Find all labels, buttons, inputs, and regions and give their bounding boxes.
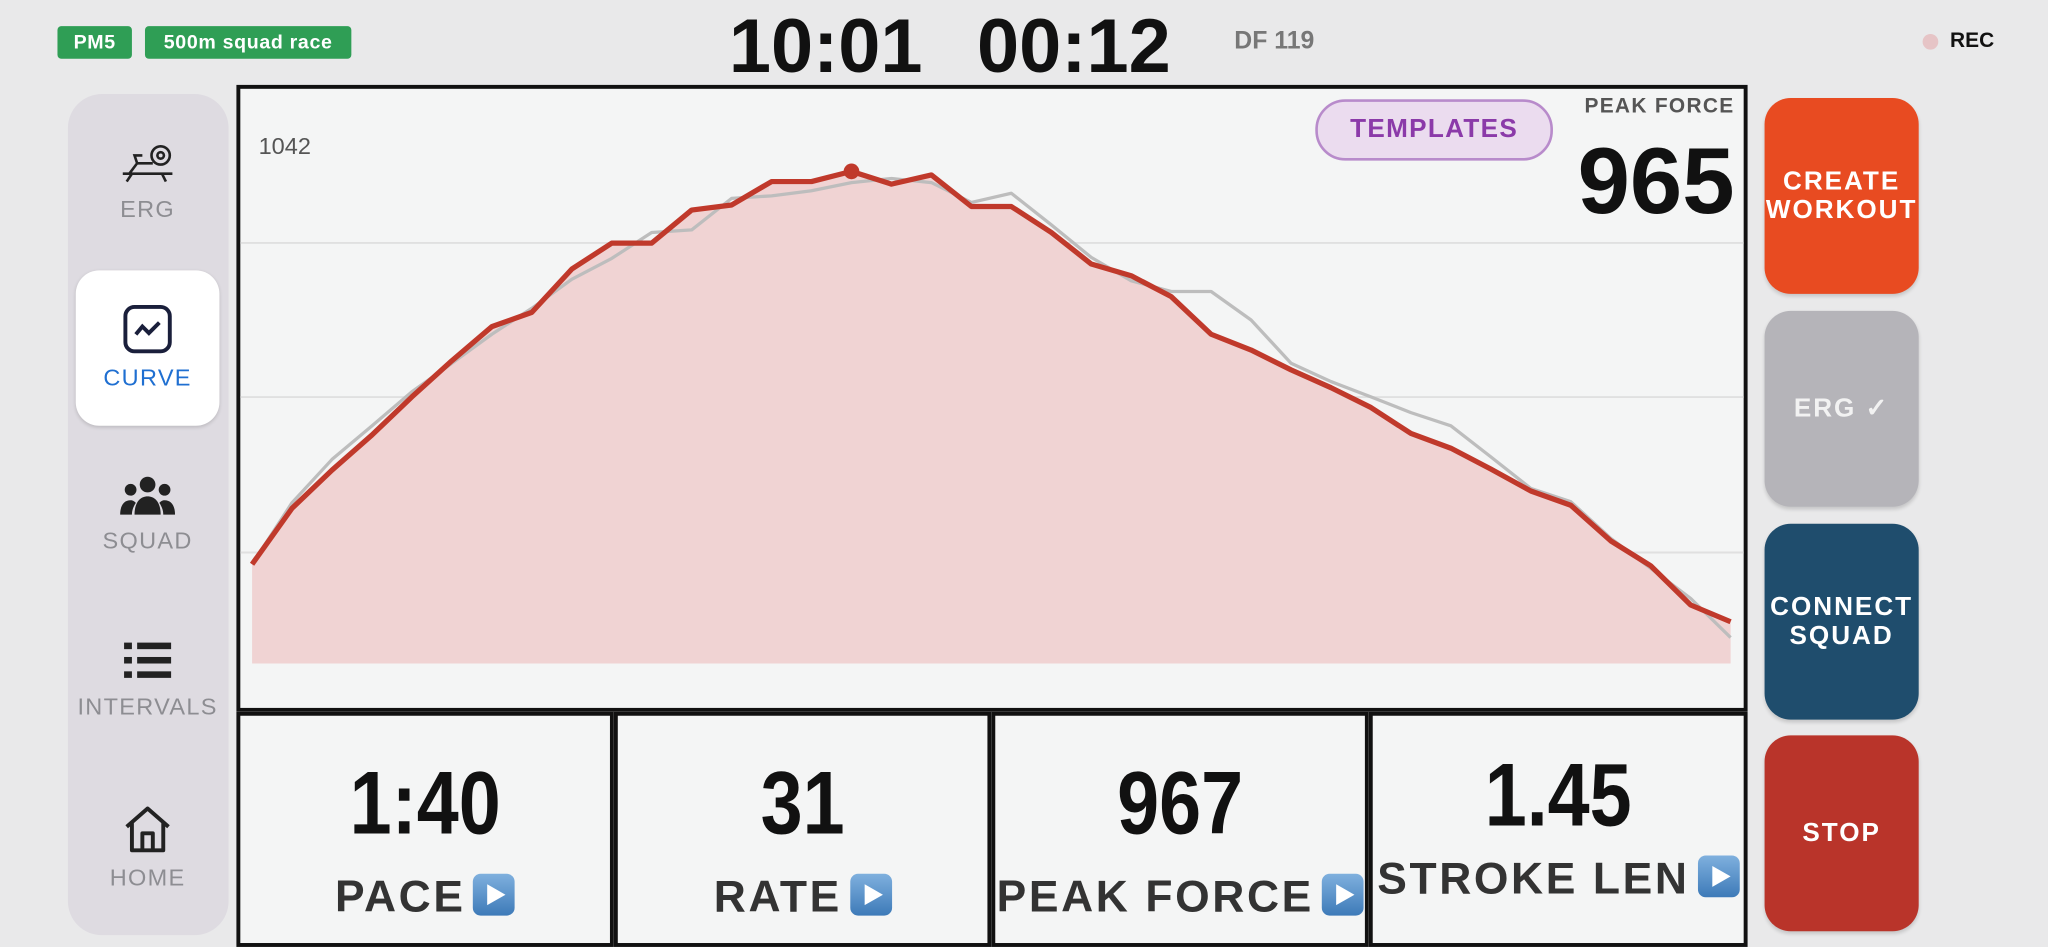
nav-item[interactable]: SQUAD	[76, 439, 220, 594]
metric-label: PACE	[335, 872, 466, 923]
force-line	[250, 176, 1732, 639]
force-chart: 01042	[240, 133, 1744, 664]
metric-label-row: PEAK FORCE	[995, 872, 1365, 923]
metric-value: 1:40	[349, 753, 501, 853]
metric-value: 31	[760, 753, 845, 853]
metric-label-row: STROKE LEN	[1373, 854, 1744, 905]
drag-factor: DF 119	[1234, 27, 1315, 55]
icon	[125, 806, 170, 853]
metric: 31 RATE	[613, 711, 992, 947]
metric-value: 967	[1117, 753, 1244, 853]
metric-label: PEAK FORCE	[996, 872, 1314, 923]
nav-item[interactable]: CURVE	[75, 270, 220, 426]
icon	[122, 144, 173, 183]
peak-force-value: 965	[1577, 129, 1735, 234]
elapsed-time: 10:01	[728, 3, 923, 89]
nav-item[interactable]: INTERVALS	[76, 605, 220, 760]
play-icon	[1697, 855, 1740, 898]
icon	[123, 304, 172, 354]
nav-label: HOME	[109, 864, 186, 891]
metric: 1.45 STROKE LEN	[1368, 711, 1748, 947]
badge: 500m squad race	[144, 26, 352, 59]
templates-button[interactable]: TEMPLATES	[1315, 99, 1553, 161]
nav-label: SQUAD	[102, 527, 193, 554]
action-button[interactable]: CREATE WORKOUT	[1764, 97, 1919, 294]
metric: 967 PEAK FORCE	[991, 711, 1369, 947]
metric-label: STROKE LEN	[1377, 854, 1690, 904]
metric-value: 1.45	[1484, 745, 1632, 846]
action-button[interactable]: CONNECT SQUAD	[1764, 523, 1919, 720]
peak-marker	[843, 163, 860, 180]
play-icon	[473, 873, 516, 916]
force-line	[249, 168, 1732, 625]
rec-label: REC	[1950, 30, 1995, 53]
metric-label-row: RATE	[618, 872, 988, 923]
nav-label: ERG	[120, 195, 176, 223]
action-button[interactable]: STOP	[1764, 735, 1919, 932]
metric-label: RATE	[713, 872, 842, 923]
badge: PM5	[57, 26, 132, 59]
action-button[interactable]: ERG ✓	[1764, 310, 1919, 507]
metric-label-row: PACE	[240, 872, 610, 923]
rec-dot	[1922, 33, 1939, 50]
nav-label: INTERVALS	[77, 693, 218, 720]
icon	[124, 642, 172, 678]
icon	[120, 476, 176, 515]
peak-force-label: PEAK FORCE	[1584, 95, 1735, 118]
y-tick-label: 1042	[259, 133, 311, 159]
metric: 1:40 PACE	[236, 711, 614, 947]
nav-item[interactable]: ERG	[76, 104, 220, 259]
play-icon	[849, 873, 892, 916]
play-icon	[1321, 873, 1364, 916]
nav-label: CURVE	[103, 364, 192, 391]
split-time: 00:12	[976, 3, 1171, 89]
curve-area	[252, 171, 1731, 664]
nav-item[interactable]: HOME	[76, 771, 220, 926]
